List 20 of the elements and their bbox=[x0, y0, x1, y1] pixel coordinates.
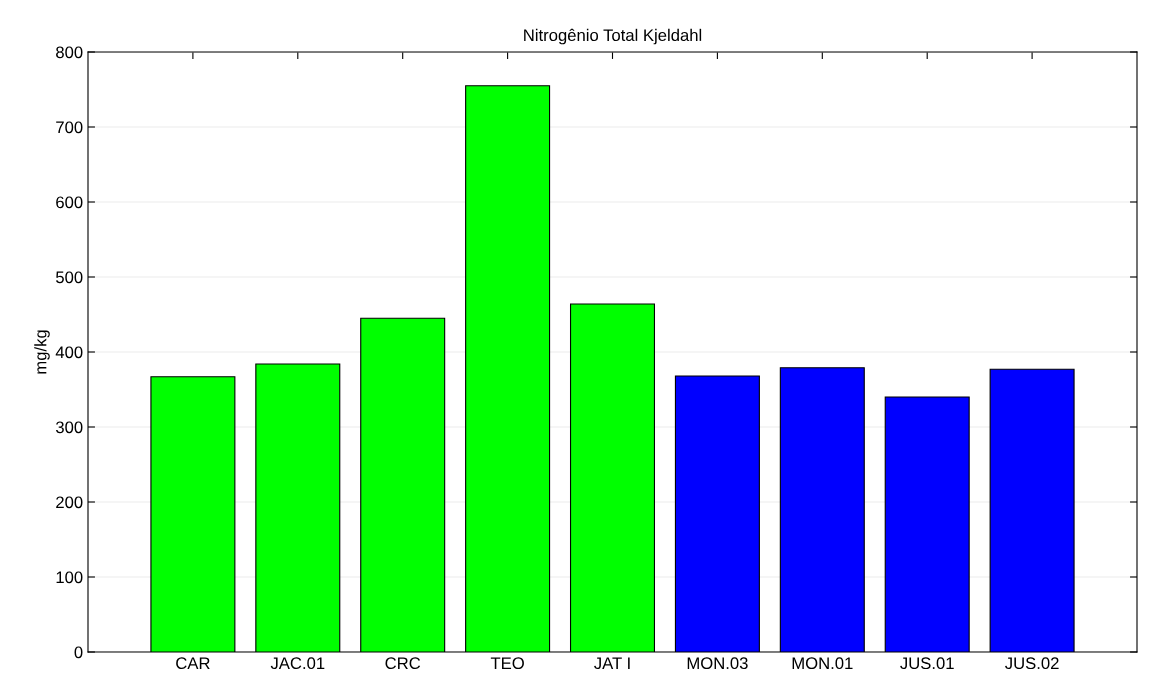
x-tick-label: JAC.01 bbox=[270, 657, 325, 670]
y-tick-label: 100 bbox=[56, 571, 83, 584]
y-tick-label: 600 bbox=[56, 196, 83, 209]
chart-title: Nitrogênio Total Kjeldahl bbox=[524, 28, 702, 45]
x-tick-label: JUS.02 bbox=[1005, 657, 1059, 670]
y-axis-title: mg/kg bbox=[34, 330, 50, 374]
y-tick-label: 0 bbox=[74, 646, 83, 659]
y-tick-label: 300 bbox=[55, 421, 83, 434]
y-tick-label: 700 bbox=[56, 121, 83, 134]
x-tick-label: JAT I bbox=[594, 657, 630, 670]
y-tick-label: 800 bbox=[56, 46, 83, 59]
y-tick-label: 400 bbox=[55, 346, 83, 359]
y-tick-label: 200 bbox=[56, 496, 83, 509]
x-tick-label: MON.01 bbox=[792, 657, 853, 670]
x-tick-label: CRC bbox=[385, 657, 421, 670]
x-tick-label: MON.03 bbox=[687, 657, 748, 670]
x-tick-label: JUS.01 bbox=[900, 657, 954, 670]
x-tick-label: CAR bbox=[176, 657, 210, 670]
x-tick-label: TEO bbox=[490, 657, 524, 670]
y-tick-label: 500 bbox=[56, 271, 83, 284]
